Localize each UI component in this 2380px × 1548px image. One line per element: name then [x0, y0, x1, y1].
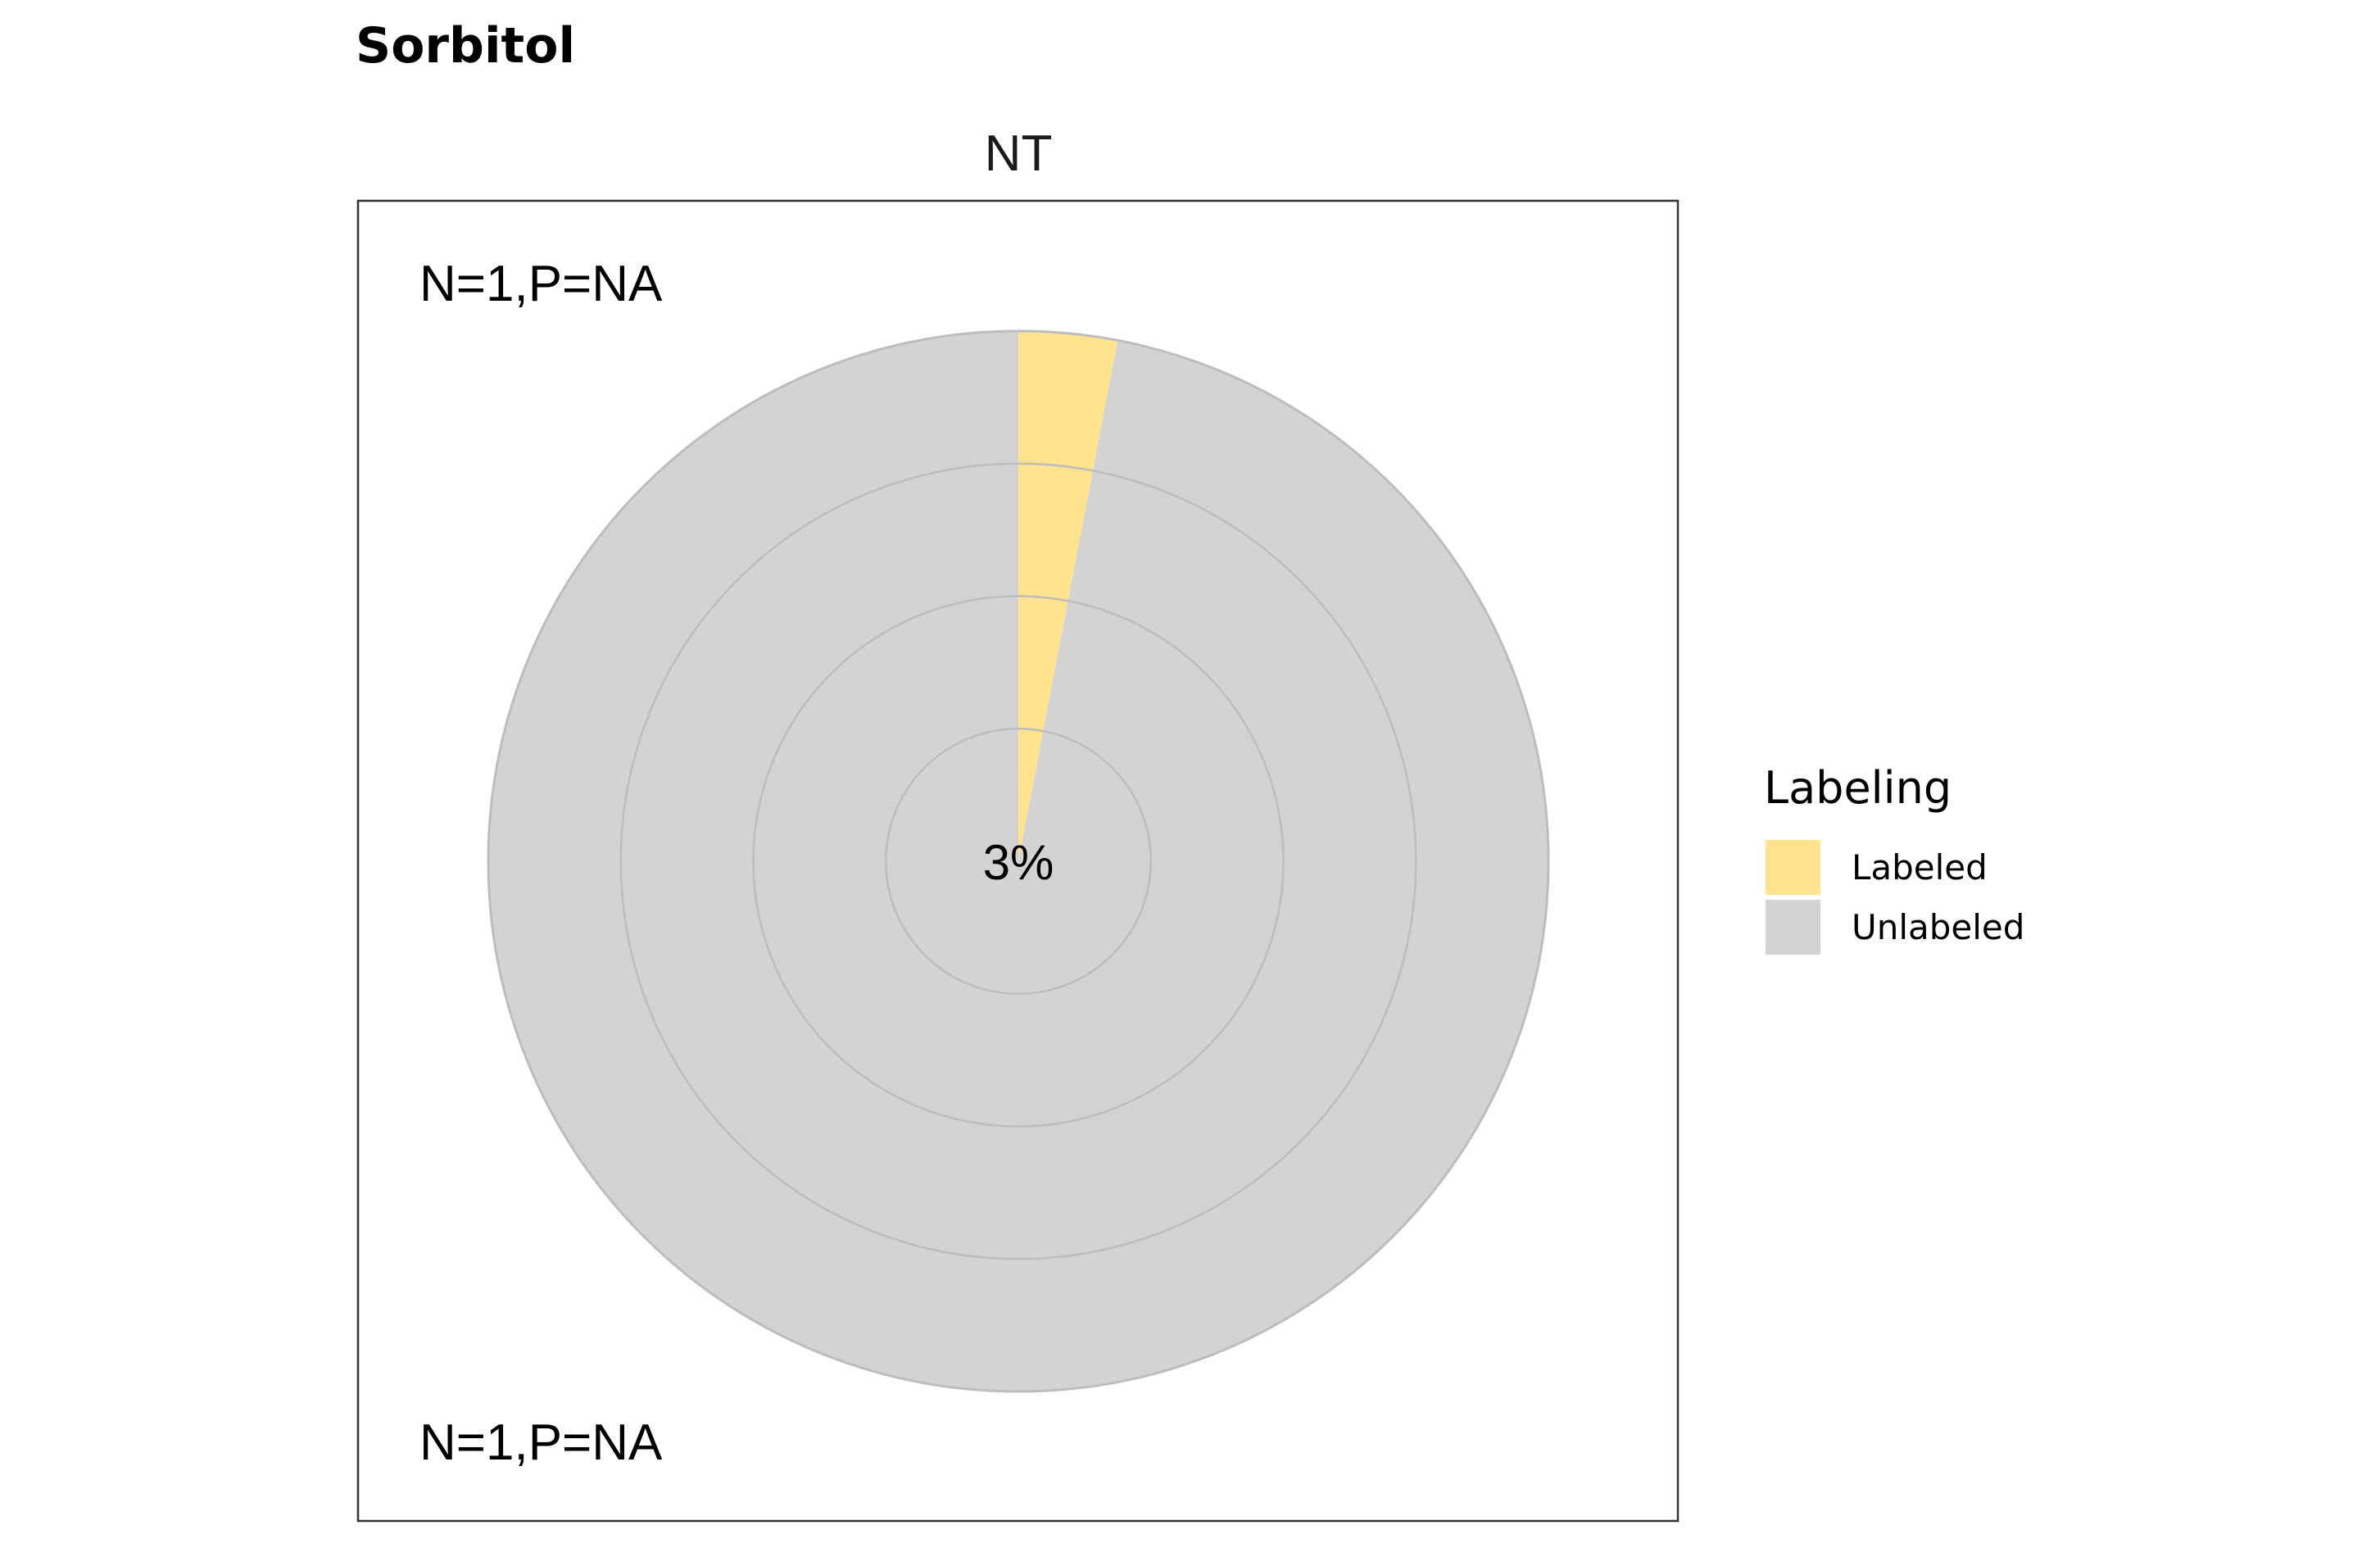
legend-label-unlabeled: Unlabeled	[1852, 907, 2024, 947]
pie-slice-unlabeled	[487, 331, 1549, 1391]
legend-label-labeled: Labeled	[1852, 847, 1988, 887]
grid-ring-3	[619, 462, 1417, 1260]
legend-title: Labeling	[1764, 762, 1952, 814]
chart-title: Sorbitol	[356, 17, 575, 75]
facet-label: NT	[985, 125, 1053, 182]
grid-ring-4	[487, 329, 1550, 1393]
pie	[487, 329, 1550, 1393]
grid-ring-2	[752, 595, 1285, 1128]
legend-swatch-labeled	[1766, 840, 1820, 895]
legend: Labeling Labeled Unlabeled	[1764, 762, 2024, 955]
center-percent-label: 3%	[983, 835, 1054, 890]
annotation-bottom: N=1,P=NA	[419, 1414, 663, 1471]
annotation-top: N=1,P=NA	[419, 256, 663, 312]
legend-swatch-unlabeled	[1766, 900, 1820, 955]
grid-ring-1	[885, 728, 1152, 995]
